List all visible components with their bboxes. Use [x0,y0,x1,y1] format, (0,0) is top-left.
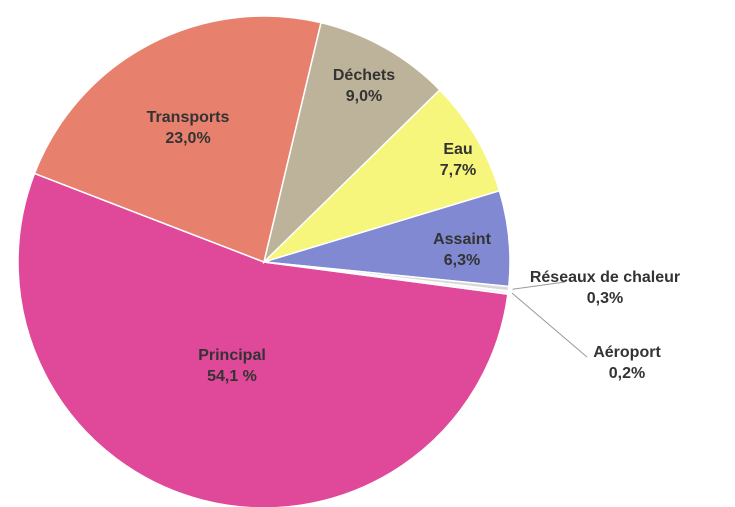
slice-value-label: 23,0% [165,130,210,147]
leader-line [512,281,566,290]
slice-label: Transports [147,109,230,126]
slice-label: Déchets [333,67,395,84]
pie-slice [33,15,322,264]
pie-slice [17,172,509,507]
leader-line [511,292,588,358]
slice-value-label: 54,1 % [207,368,257,385]
slice-value-label: 0,3% [587,290,623,307]
pie-slice [262,21,441,265]
pie-slice [263,261,510,295]
slice-label: Principal [198,347,266,364]
slice-value-label: 6,3% [444,252,480,269]
slice-label: Eau [443,141,472,158]
slice-label: Assaint [433,231,491,248]
slice-value-label: 7,7% [440,162,476,179]
slice-value-label: 0,2% [609,365,645,382]
pie-slice [263,88,501,263]
slice-value-label: 9,0% [346,88,382,105]
slice-label: Réseaux de chaleur [530,269,680,286]
slice-label: Aéroport [593,344,661,361]
